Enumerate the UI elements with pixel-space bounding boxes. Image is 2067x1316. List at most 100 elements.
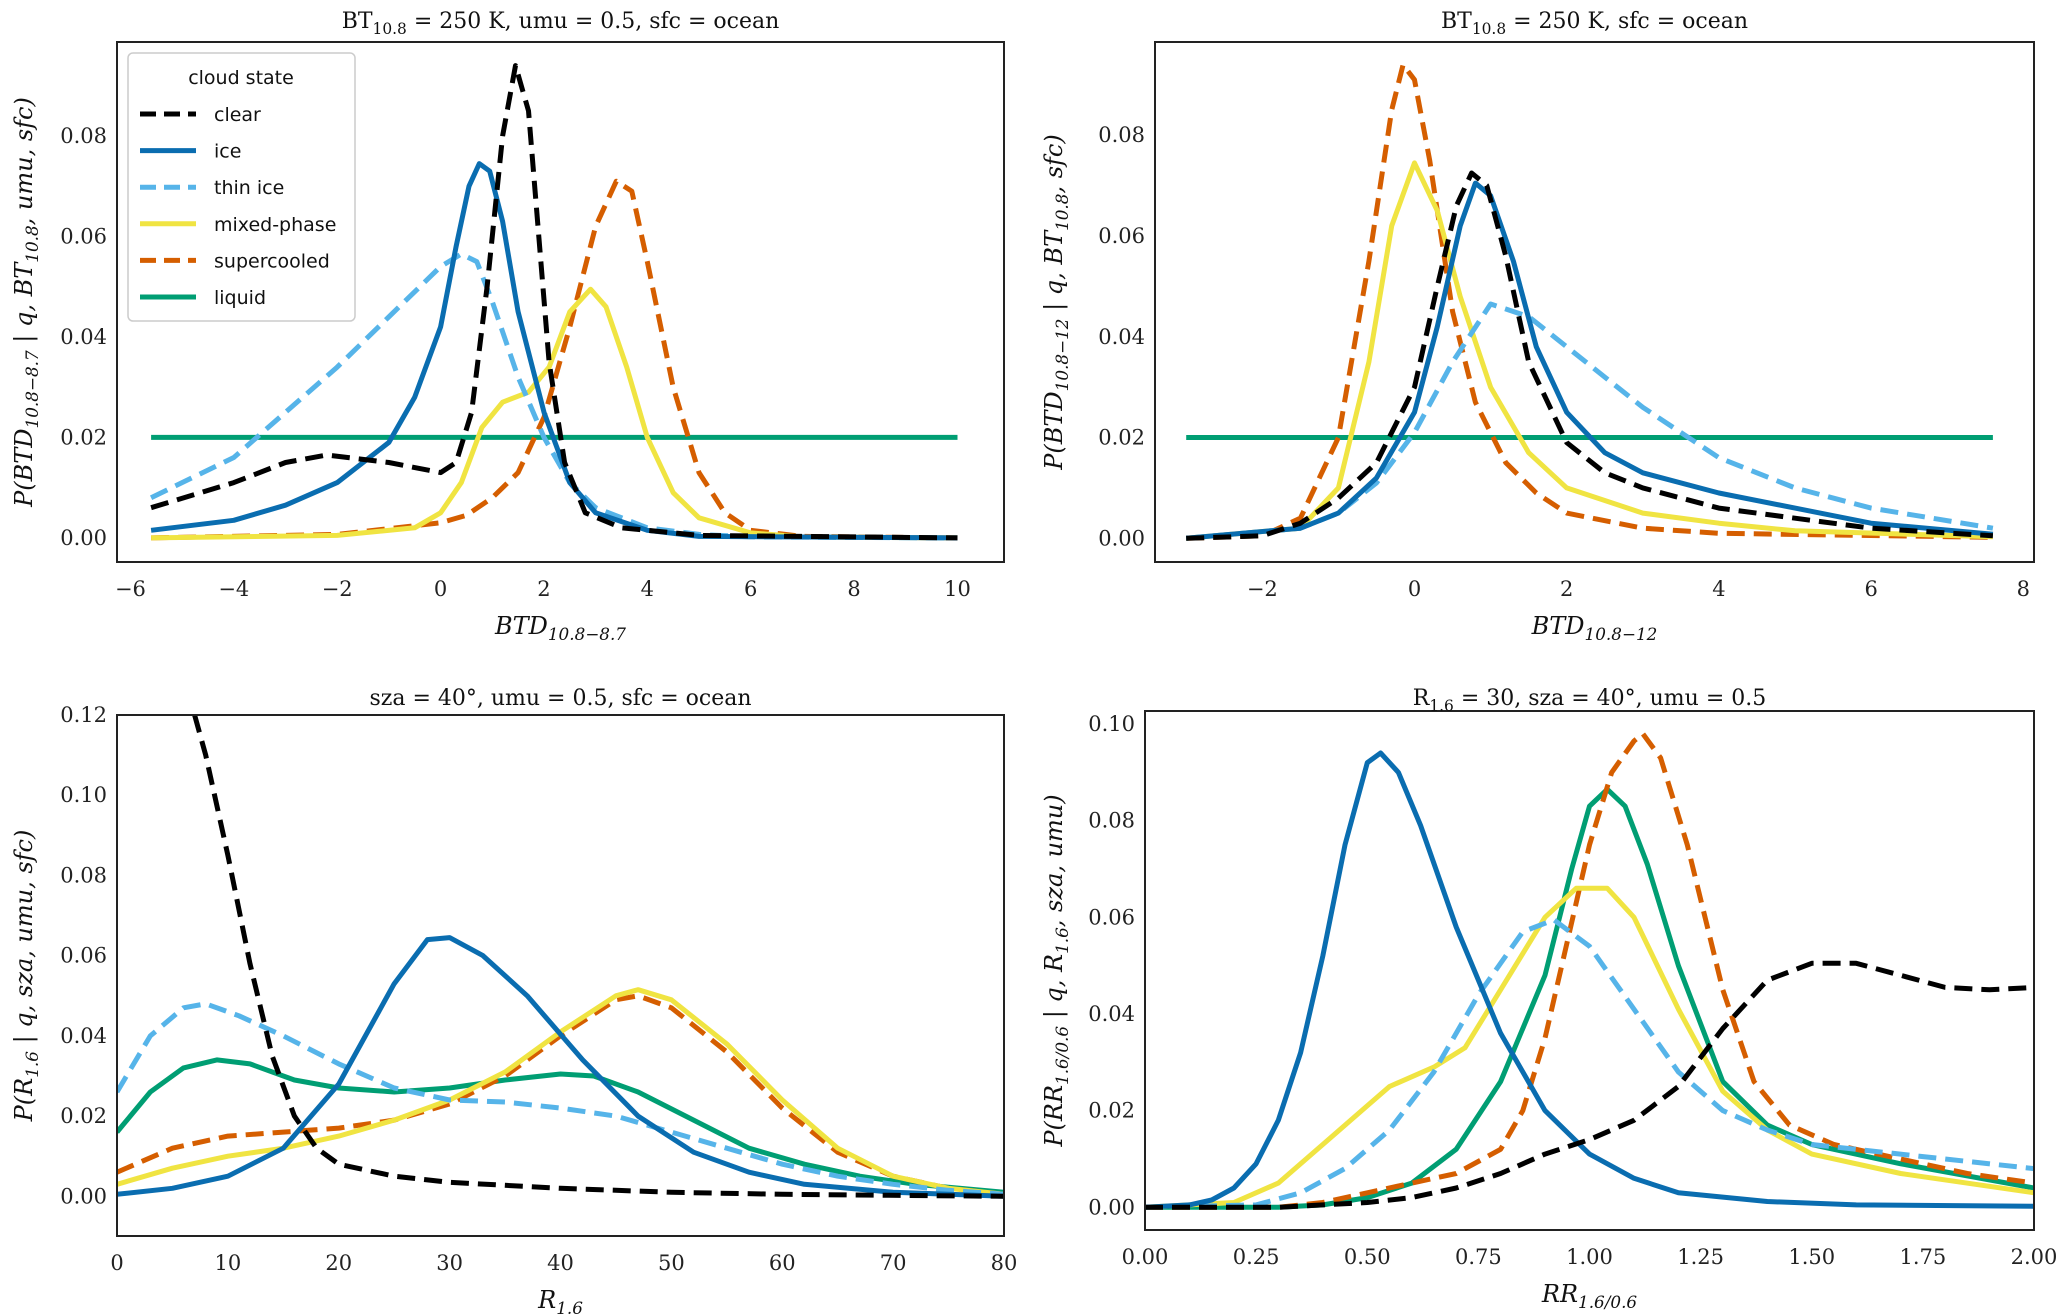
chart-title-part: 10.8 (373, 20, 407, 38)
series-line-supercooled (1186, 62, 1993, 541)
series-line-mixed-phase (1185, 160, 1993, 541)
series-line-liquid (117, 1057, 1004, 1195)
x-axis-label-part: R (537, 1286, 556, 1314)
y-tick-label: 0.06 (1098, 224, 1145, 248)
x-tick-label: 20 (325, 1251, 352, 1275)
y-tick-label: 0.08 (1098, 123, 1145, 147)
panel-1: −6 −4 −2 0 2 4 6 8 10 0.00 0.02 0.04 0.06 0.08 BT10.8 … (10, 9, 1005, 644)
y-axis-label-part: , sza, umu) (1040, 794, 1068, 927)
y-axis-label: P(BTD10.8−8.7 | q, BT10.8, umu, sfc) (10, 97, 42, 508)
y-axis-label-part: , sfc) (1040, 134, 1068, 193)
series-group (117, 715, 1004, 1199)
chart-title: sza = 40°, umu = 0.5, sfc = ocean (369, 686, 751, 711)
x-tick-label: −2 (1247, 577, 1278, 601)
axes-frame (1154, 41, 2035, 563)
chart-title-part: = 250 K, sfc = ocean (1506, 9, 1748, 34)
x-axis-label-part: BTD (1531, 612, 1585, 640)
series-line-mixed-phase (151, 286, 958, 541)
y-axis-label-part: 10.8−12 (1052, 319, 1072, 392)
x-axis-label-part: 10.8−12 (1585, 624, 1658, 644)
x-tick-label: 40 (547, 1251, 574, 1275)
series-line-ice (150, 161, 958, 541)
chart-title-part: sza = 40°, umu = 0.5, sfc = ocean (369, 686, 751, 711)
x-tick-label: 0.50 (1344, 1245, 1391, 1269)
series-group (150, 63, 958, 541)
legend-box (127, 52, 356, 322)
legend-label: thin ice (214, 177, 284, 199)
series-group (1145, 731, 2034, 1210)
chart-title-part: 10.8 (1472, 20, 1506, 38)
chart-title: R1.6 = 30, sza = 40°, umu = 0.5 (1413, 686, 1766, 715)
x-tick-label: 1.00 (1566, 1245, 1613, 1269)
x-axis-label-part: BTD (494, 612, 548, 640)
x-tick-label: 0 (110, 1251, 123, 1275)
series-line-liquid (1145, 786, 2034, 1210)
y-tick-label: 0.02 (1088, 1099, 1135, 1123)
y-axis-label-part: | q, BT (10, 261, 39, 351)
y-tick-label: 0.00 (60, 526, 107, 550)
x-tick-label: −4 (218, 577, 249, 601)
x-tick-label: 1.75 (1899, 1245, 1946, 1269)
axes-frame (116, 41, 1005, 563)
chart-title-part: BT (342, 9, 373, 34)
series-line-ice (117, 935, 1004, 1199)
series-group (1185, 62, 1994, 541)
y-axis-label-part: | q, sza, umu, sfc) (10, 830, 39, 1051)
axes-frame (116, 714, 1005, 1237)
series-line-thin-ice (1145, 917, 2034, 1210)
x-axis-label-part: RR (1541, 1280, 1578, 1308)
chart-title: BT10.8 = 250 K, sfc = ocean (1441, 9, 1748, 38)
y-tick-label: 0.00 (1098, 526, 1145, 550)
y-tick-label: 0.04 (60, 325, 107, 349)
x-axis-label: R1.6 (537, 1286, 583, 1316)
y-tick-label: 0.10 (60, 783, 107, 807)
x-tick-label: 60 (769, 1251, 796, 1275)
y-tick-label: 0.08 (1088, 809, 1135, 833)
y-tick-label: 0.00 (60, 1184, 107, 1208)
x-tick-label: 8 (2017, 577, 2030, 601)
chart-title-part: R (1413, 686, 1431, 711)
legend-label: supercooled (214, 250, 330, 272)
y-axis-label-part: 10.8 (22, 225, 42, 263)
chart-title-part: = 250 K, umu = 0.5, sfc = ocean (407, 9, 779, 34)
y-tick-label: 0.06 (1088, 905, 1135, 929)
y-tick-label: 0.02 (60, 425, 107, 449)
y-axis-label: P(R1.6 | q, sza, umu, sfc) (10, 830, 42, 1123)
legend-label: clear (214, 104, 261, 126)
x-tick-label: 0 (434, 577, 447, 601)
y-tick-label: 0.04 (1098, 325, 1145, 349)
y-tick-label: 0.00 (1088, 1195, 1135, 1219)
legend-title: cloud state (188, 67, 294, 89)
y-axis-label-part: 10.8−8.7 (22, 350, 42, 428)
series-line-mixed-phase (1145, 885, 2034, 1210)
x-tick-label: 0.25 (1233, 1245, 1280, 1269)
series-line-mixed-phase (117, 987, 1004, 1197)
series-line-clear (150, 63, 958, 541)
x-axis-label: BTD10.8−8.7 (494, 612, 626, 644)
series-line-clear (192, 715, 1004, 1199)
x-tick-label: 4 (1712, 577, 1725, 601)
y-tick-label: 0.04 (1088, 1002, 1135, 1026)
legend-label: mixed-phase (214, 214, 336, 236)
x-tick-label: 0.00 (1122, 1245, 1169, 1269)
y-axis-label-part: P(BTD (10, 428, 38, 507)
legend: cloud state clear ice thin ice mixed-phase su… (127, 52, 356, 322)
y-tick-label: 0.04 (60, 1024, 107, 1048)
legend-label: liquid (214, 287, 266, 309)
x-tick-label: 70 (880, 1251, 907, 1275)
x-tick-label: 30 (436, 1251, 463, 1275)
y-axis-label-part: 10.8 (1052, 193, 1072, 231)
series-line-thin-ice (1185, 301, 1994, 541)
x-tick-label: 0.75 (1455, 1245, 1502, 1269)
x-tick-label: 2 (1560, 577, 1573, 601)
series-line-clear (1145, 960, 2034, 1210)
x-tick-label: 2 (537, 577, 550, 601)
y-axis-label: P(BTD10.8−12 | q, BT10.8, sfc) (1040, 134, 1072, 470)
x-tick-label: −2 (322, 577, 353, 601)
panel-3: 0 10 20 30 40 50 60 70 80 0.00 0.02 0.04 0.06 0.08 0.1… (10, 686, 1017, 1316)
chart-title-part: = 30, sza = 40°, umu = 0.5 (1454, 686, 1766, 711)
series-line-ice (1185, 180, 1994, 541)
y-axis-label-part: 1.6 (22, 1051, 42, 1078)
